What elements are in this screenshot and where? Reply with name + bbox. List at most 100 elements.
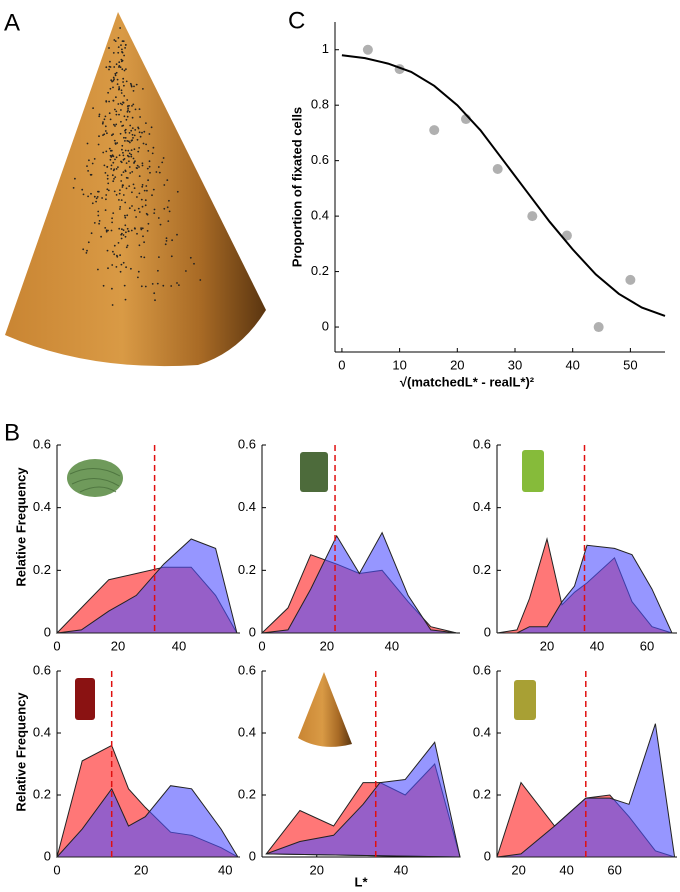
cone-dot: [140, 255, 143, 258]
cone-dot: [170, 255, 173, 258]
x-tick-label: 40: [559, 862, 573, 877]
cone-dot: [105, 229, 108, 232]
cone-dot: [102, 134, 104, 137]
cone-dot: [117, 37, 120, 39]
cone-dot: [95, 197, 98, 200]
cone-dot: [125, 266, 127, 269]
cone-dot: [111, 264, 114, 266]
cone-dot: [121, 125, 123, 127]
cone-dot: [112, 133, 114, 136]
cone-dot: [112, 212, 115, 215]
cone-dot: [112, 180, 115, 183]
cone-dot: [117, 51, 120, 54]
cone-dot: [122, 234, 125, 236]
cone-dot: [121, 68, 124, 71]
cone-dot: [115, 194, 118, 196]
cone-dot: [155, 171, 158, 173]
y-tick-label: 0: [44, 848, 51, 863]
y-tick-label: 0.2: [473, 562, 491, 577]
cone-dot: [141, 185, 144, 188]
cone-dot: [128, 152, 131, 155]
cone-dot: [126, 214, 129, 217]
cone-dot: [118, 199, 120, 201]
cone-dot: [154, 299, 156, 302]
y-tick-label: 0: [484, 848, 491, 863]
cone-dot: [193, 262, 195, 265]
cone-dot: [90, 232, 93, 235]
cone-dot: [123, 115, 126, 118]
cone-dot: [115, 71, 118, 74]
x-tick-label: 40: [394, 862, 408, 877]
cone-dot: [166, 206, 169, 209]
cone-dot: [122, 154, 125, 157]
cone-dot: [168, 210, 171, 213]
cone-dot: [148, 165, 151, 168]
cone-dot: [135, 216, 138, 218]
cone-dot: [105, 198, 107, 201]
cone-dot: [113, 178, 115, 180]
cone-dot: [98, 113, 101, 116]
cone-dot: [121, 103, 123, 106]
cone-dot: [146, 189, 148, 192]
cone-dot: [146, 167, 149, 170]
y-axis-label: Relative Frequency: [13, 467, 28, 587]
cone-dot: [156, 282, 159, 285]
y-tick-label: 0.2: [238, 562, 256, 577]
cone-dot: [148, 160, 151, 163]
cone-dot: [113, 190, 116, 193]
cone-dot: [120, 237, 123, 240]
area-series: [266, 741, 461, 858]
x-tick-label: 0: [258, 638, 265, 653]
x-tick-label: 40: [172, 638, 186, 653]
cone-dot: [135, 83, 138, 86]
cone-dot: [82, 193, 85, 196]
cone-dot: [125, 231, 127, 234]
cone-dot: [87, 170, 89, 172]
cone-dot: [136, 196, 138, 198]
cone-dot: [134, 129, 137, 131]
cone-dot: [151, 152, 154, 155]
cone-dot: [103, 164, 106, 167]
cone-dot: [118, 88, 120, 91]
cone-dot: [125, 118, 128, 121]
cone-dot: [142, 88, 144, 90]
cone-dot: [91, 202, 94, 205]
cone-dot: [124, 170, 127, 173]
cone-dot: [142, 142, 145, 145]
cone-dot: [127, 160, 130, 163]
cone-dot: [116, 142, 119, 144]
cone-dot: [114, 74, 117, 77]
cone-dot: [119, 208, 121, 210]
cone-dot: [131, 191, 133, 194]
object-icons: [67, 450, 544, 747]
cone-dot: [114, 40, 117, 42]
cone-dot: [126, 140, 129, 142]
cone-dot: [122, 77, 125, 80]
cone-dot: [98, 220, 101, 222]
y-tick-label: 0.4: [238, 724, 256, 739]
cone-dot: [100, 235, 102, 238]
cone-dot: [98, 222, 100, 225]
cone-dot: [124, 298, 127, 301]
cone-dot: [112, 169, 115, 172]
cone-dot: [112, 76, 115, 79]
cone-dot: [131, 116, 134, 119]
cone-dot: [114, 142, 117, 145]
cone-dot: [112, 52, 115, 54]
cone-dot: [185, 270, 187, 272]
cone-dot: [88, 159, 90, 162]
scatter-point: [625, 274, 636, 285]
y-tick-label: 0.4: [473, 724, 491, 739]
x-tick-label: 20: [540, 638, 554, 653]
x-tick-label: 20: [450, 357, 464, 372]
cone-dot: [97, 214, 100, 217]
cone-dot: [93, 222, 96, 224]
cone-dot: [124, 214, 126, 217]
cone-dot: [111, 174, 114, 177]
cone-dot: [140, 227, 143, 230]
cone-dot: [132, 157, 135, 160]
cone-dot: [152, 146, 155, 149]
cone-dot: [121, 186, 124, 188]
cone-dot: [158, 256, 160, 258]
cone-dot: [110, 229, 113, 232]
